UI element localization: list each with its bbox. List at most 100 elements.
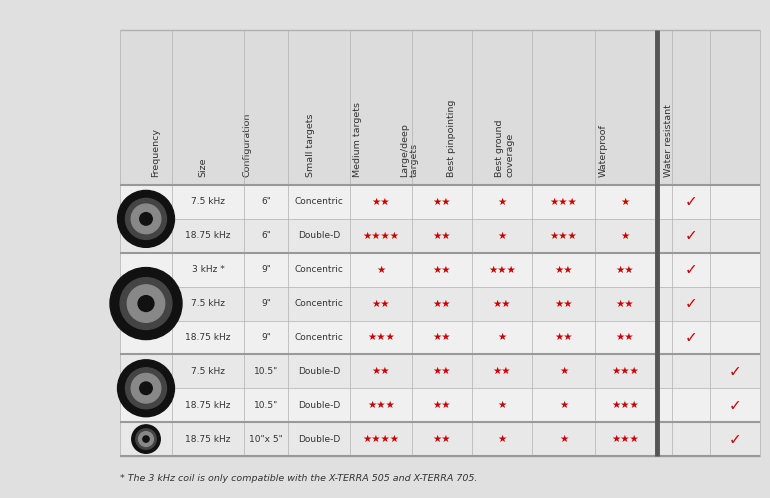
Text: 10.5": 10.5" — [254, 401, 278, 410]
Text: Large/deep
targets: Large/deep targets — [400, 123, 419, 177]
Text: ✓: ✓ — [685, 228, 698, 244]
Bar — [120, 422, 760, 456]
Circle shape — [131, 374, 161, 403]
Text: ★: ★ — [497, 231, 507, 241]
Text: Medium targets: Medium targets — [353, 102, 362, 177]
Circle shape — [138, 296, 154, 311]
Text: ★★★★: ★★★★ — [363, 231, 400, 241]
Text: * The 3 kHz coil is only compatible with the X-TERRA 505 and X-TERRA 705.: * The 3 kHz coil is only compatible with… — [120, 474, 477, 483]
Text: Waterproof: Waterproof — [598, 124, 608, 177]
Circle shape — [139, 213, 152, 225]
Text: ✓: ✓ — [685, 330, 698, 345]
Bar — [120, 287, 760, 321]
Text: ★: ★ — [497, 197, 507, 207]
Text: ✓: ✓ — [728, 398, 742, 413]
Text: ✓: ✓ — [728, 364, 742, 379]
Text: ★★★: ★★★ — [367, 333, 395, 343]
Text: ★★: ★★ — [616, 265, 634, 275]
Text: ✓: ✓ — [685, 194, 698, 210]
Circle shape — [126, 368, 166, 409]
Text: ★★: ★★ — [554, 333, 573, 343]
Text: 7.5 kHz: 7.5 kHz — [191, 367, 225, 376]
Bar — [120, 185, 760, 219]
Circle shape — [110, 267, 182, 340]
Text: Configuration: Configuration — [243, 113, 252, 177]
Text: 18.75 kHz: 18.75 kHz — [186, 401, 231, 410]
Text: ✓: ✓ — [685, 262, 698, 277]
Bar — [120, 355, 760, 388]
Text: ★★: ★★ — [433, 400, 451, 410]
Circle shape — [143, 436, 149, 442]
Text: 18.75 kHz: 18.75 kHz — [186, 231, 231, 241]
Text: 6": 6" — [261, 197, 271, 207]
Text: ★★: ★★ — [433, 299, 451, 309]
Text: Water resistant: Water resistant — [664, 104, 673, 177]
Text: ★★: ★★ — [493, 299, 511, 309]
Text: ✓: ✓ — [685, 296, 698, 311]
Circle shape — [139, 382, 152, 394]
Text: ★★: ★★ — [433, 367, 451, 376]
Bar — [120, 321, 760, 355]
Text: ★: ★ — [621, 231, 630, 241]
Circle shape — [131, 204, 161, 234]
Circle shape — [120, 278, 172, 330]
Text: ★: ★ — [559, 367, 568, 376]
Circle shape — [132, 425, 160, 453]
Text: Double-D: Double-D — [298, 435, 340, 444]
Text: Size: Size — [199, 157, 208, 177]
Text: 7.5 kHz: 7.5 kHz — [191, 299, 225, 308]
Text: ★★★★: ★★★★ — [363, 434, 400, 444]
Text: Small targets: Small targets — [306, 114, 315, 177]
Text: Double-D: Double-D — [298, 231, 340, 241]
Circle shape — [118, 360, 175, 417]
Text: ✓: ✓ — [728, 432, 742, 447]
Bar — [120, 219, 760, 253]
Text: 18.75 kHz: 18.75 kHz — [186, 435, 231, 444]
Text: ★★: ★★ — [616, 333, 634, 343]
Text: ★★: ★★ — [433, 434, 451, 444]
Text: Double-D: Double-D — [298, 367, 340, 376]
Text: Double-D: Double-D — [298, 401, 340, 410]
Text: Concentric: Concentric — [295, 333, 343, 342]
Text: 7.5 kHz: 7.5 kHz — [191, 197, 225, 207]
Text: ★★: ★★ — [372, 197, 390, 207]
Circle shape — [127, 285, 165, 322]
Text: 10.5": 10.5" — [254, 367, 278, 376]
Text: ★★★: ★★★ — [611, 434, 639, 444]
Circle shape — [139, 432, 153, 447]
Text: Best pinpointing: Best pinpointing — [447, 100, 456, 177]
Text: ★★★: ★★★ — [367, 400, 395, 410]
Text: 18.75 kHz: 18.75 kHz — [186, 333, 231, 342]
Text: ★: ★ — [497, 333, 507, 343]
Text: ★★: ★★ — [433, 265, 451, 275]
Text: ★★★: ★★★ — [550, 197, 578, 207]
Bar — [120, 253, 760, 287]
Circle shape — [136, 429, 156, 449]
Text: ★: ★ — [497, 400, 507, 410]
Bar — [120, 30, 760, 185]
Text: ★★: ★★ — [554, 265, 573, 275]
Text: Concentric: Concentric — [295, 265, 343, 274]
Circle shape — [126, 198, 166, 240]
Text: ★★: ★★ — [493, 367, 511, 376]
Text: 9": 9" — [261, 265, 271, 274]
Text: Concentric: Concentric — [295, 197, 343, 207]
Text: 9": 9" — [261, 333, 271, 342]
Text: Frequency: Frequency — [151, 128, 160, 177]
Bar — [120, 388, 760, 422]
Text: ★★: ★★ — [372, 299, 390, 309]
Bar — [120, 30, 760, 456]
Text: 10"x 5": 10"x 5" — [249, 435, 283, 444]
Text: ★★: ★★ — [372, 367, 390, 376]
Text: Concentric: Concentric — [295, 299, 343, 308]
Text: ★★★: ★★★ — [488, 265, 516, 275]
Text: ★★: ★★ — [433, 333, 451, 343]
Text: ★: ★ — [377, 265, 386, 275]
Text: ★★: ★★ — [433, 231, 451, 241]
Text: ★: ★ — [621, 197, 630, 207]
Text: ★: ★ — [497, 434, 507, 444]
Text: ★★: ★★ — [554, 299, 573, 309]
Text: ★★★: ★★★ — [611, 400, 639, 410]
Text: 3 kHz *: 3 kHz * — [192, 265, 224, 274]
Text: ★★: ★★ — [433, 197, 451, 207]
